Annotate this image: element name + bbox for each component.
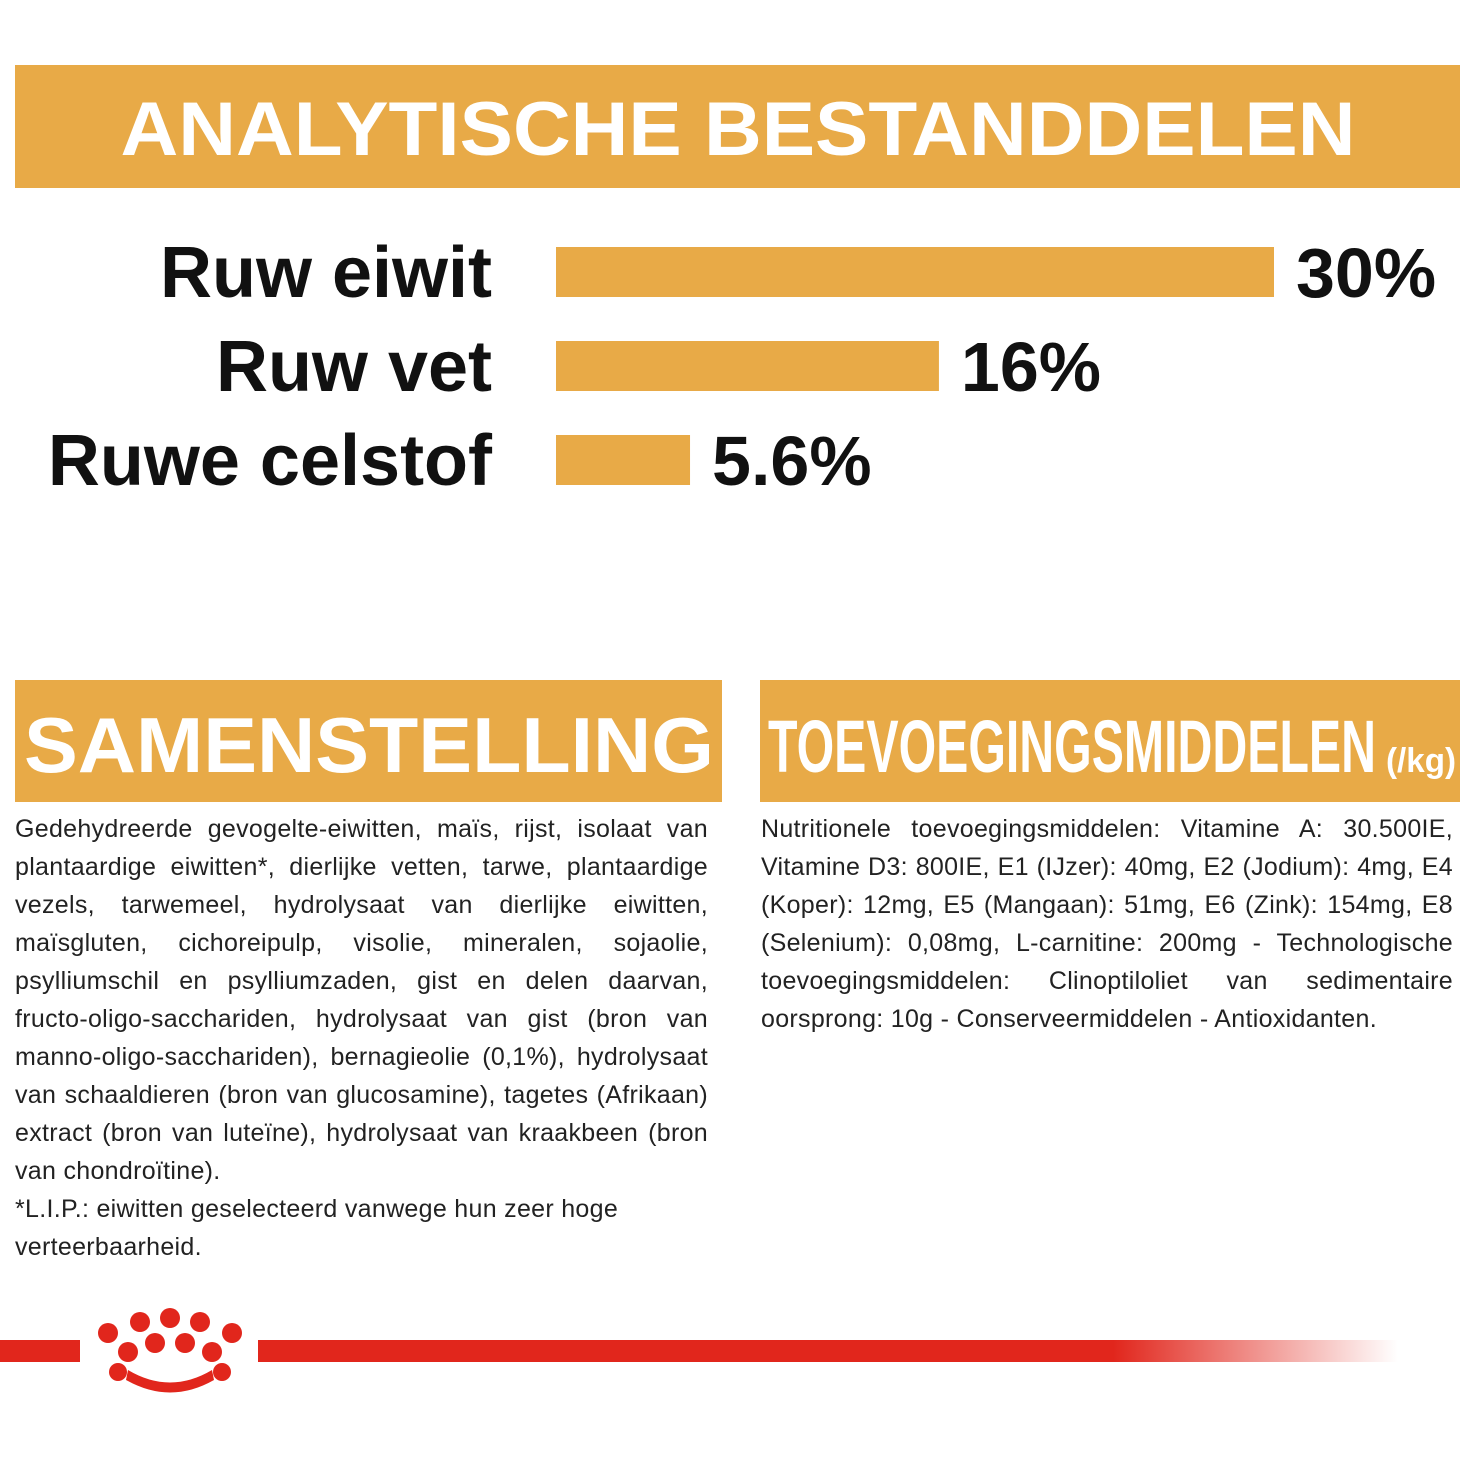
value-label: 16% [961,328,1101,406]
crown-logo [98,1308,242,1393]
composition-title: SAMENSTELLING [24,701,714,789]
additives-text: Nutritionele toevoegingsmiddelen: Vitami… [761,815,1453,1033]
additives-band [760,680,1460,802]
composition-text-block: Gedehydreerde gevogelte-eiwitten, maïs, … [15,810,708,1266]
category-label: Ruw eiwit [160,233,492,313]
composition-text: Gedehydreerde gevogelte-eiwitten, maïs, … [15,815,708,1185]
value-label: 30% [1296,234,1436,312]
composition-footnote: *L.I.P.: eiwitten geselecteerd vanwege h… [15,1195,619,1261]
bar [556,247,1274,297]
category-label: Ruwe celstof [48,421,493,501]
bar [556,341,939,391]
brand-line [0,1340,80,1362]
brand-line [258,1340,1398,1362]
additives-text-block: Nutritionele toevoegingsmiddelen: Vitami… [761,810,1453,1038]
composition-band [15,680,722,802]
title-band [15,65,1460,188]
additives-title: TOEVOEGINGSMIDDELEN [768,705,1376,788]
chart-title: ANALYTISCHE BESTANDDELEN [121,87,1356,172]
bar-chart: Ruw eiwit 30% Ruw vet 16% Ruwe celstof 5.6% [48,233,1436,501]
value-label: 5.6% [712,422,872,500]
category-label: Ruw vet [216,327,492,407]
additives-unit: (/kg) [1386,742,1456,780]
bar [556,435,691,485]
